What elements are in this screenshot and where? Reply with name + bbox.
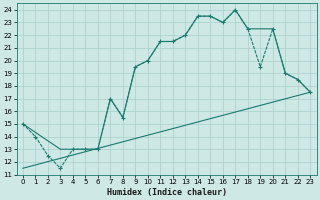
X-axis label: Humidex (Indice chaleur): Humidex (Indice chaleur) — [107, 188, 227, 197]
